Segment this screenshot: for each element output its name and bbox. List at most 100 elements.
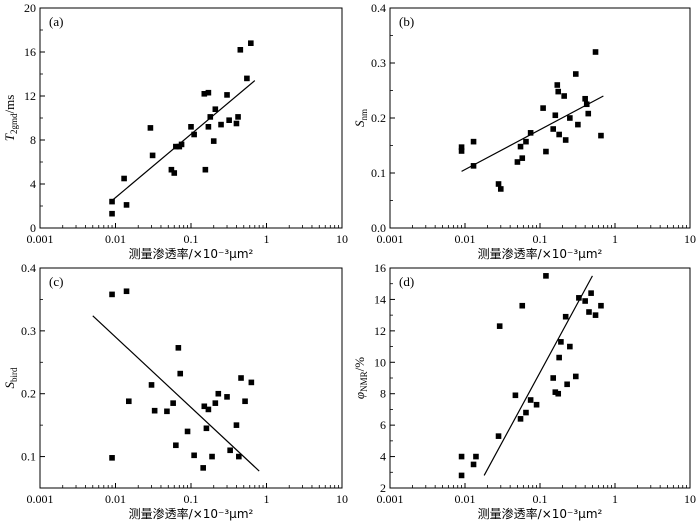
data-point (473, 453, 479, 460)
data-point (236, 453, 242, 460)
data-point (495, 181, 502, 187)
data-point (173, 143, 179, 150)
panel-label: (b) (399, 14, 414, 29)
y-tick-label: 8 (30, 133, 36, 147)
x-tick-label: 0.001 (27, 232, 54, 246)
data-point (244, 75, 250, 82)
y-axis-label: φNMR/% (352, 357, 369, 399)
plot-frame (389, 267, 691, 489)
plot-frame (39, 267, 343, 489)
panel-label: (c) (49, 274, 63, 289)
y-tick-label: 12 (374, 324, 386, 338)
y-tick-label: 0.2 (21, 387, 36, 401)
y-tick-label: 0 (30, 221, 36, 235)
x-tick-label: 10 (336, 492, 348, 506)
data-point (212, 106, 219, 112)
data-point (109, 210, 115, 217)
data-point (458, 472, 465, 479)
data-point (205, 89, 212, 96)
y-axis-label: Sbird (2, 367, 19, 388)
data-point (519, 302, 526, 309)
y-tick-label: 8 (380, 387, 386, 401)
chart-panel-4: 0.001 0.01 0.1 1 10 2 4 6 8 10 12 14 16 (d) 测量渗透率/×10⁻… (352, 261, 696, 521)
data-point (583, 101, 590, 108)
x-tick-label: 10 (684, 232, 696, 246)
data-point (497, 186, 504, 192)
data-point (121, 175, 127, 182)
data-point (224, 92, 230, 98)
y-tick-label: 0.1 (21, 450, 36, 464)
x-tick-label: 0.01 (455, 492, 476, 506)
x-tick-label: 0.01 (105, 492, 126, 506)
y-tick-label: 16 (374, 261, 386, 275)
data-point (592, 312, 599, 318)
x-tick-label: 1 (612, 492, 618, 506)
data-point (561, 93, 567, 99)
data-point (175, 345, 182, 351)
data-point (543, 148, 549, 155)
x-tick-label: 0.1 (184, 492, 199, 506)
data-point (170, 400, 176, 406)
data-point (575, 121, 581, 128)
data-point (533, 401, 540, 408)
y-tick-label: 4 (30, 177, 36, 191)
data-point (164, 408, 170, 415)
data-point (567, 115, 573, 121)
y-tick-label: 10 (374, 355, 386, 369)
data-point (458, 148, 465, 154)
data-point (173, 442, 179, 449)
data-point (552, 389, 559, 395)
data-point (238, 375, 244, 381)
data-point (552, 112, 559, 119)
data-point (562, 137, 569, 143)
data-point (207, 114, 214, 120)
data-point (233, 120, 240, 127)
y-tick-label: 4 (380, 450, 386, 464)
data-point (203, 425, 210, 432)
data-point (554, 82, 561, 88)
x-tick-label: 10 (684, 492, 696, 506)
y-axis-label: Snm (352, 109, 369, 127)
y-tick-label: 6 (380, 418, 386, 432)
data-point (585, 110, 592, 117)
data-point (458, 453, 465, 460)
data-point (543, 273, 549, 279)
data-point (550, 126, 557, 132)
x-tick-label: 10 (336, 232, 348, 246)
data-point (235, 114, 241, 120)
data-point (514, 159, 521, 165)
data-point (210, 138, 217, 144)
data-point (588, 290, 594, 296)
data-point (209, 453, 215, 460)
data-point (178, 141, 185, 148)
x-tick-label: 0.1 (533, 492, 548, 506)
data-point (226, 117, 232, 123)
x-tick-label: 0.01 (105, 232, 126, 246)
data-point (177, 370, 184, 377)
data-point (148, 382, 155, 388)
y-tick-label: 0.3 (21, 324, 36, 338)
x-tick-label: 0.01 (455, 232, 476, 246)
panel-label: (a) (49, 14, 63, 29)
data-point (582, 298, 588, 304)
data-point (248, 379, 255, 386)
data-point (550, 375, 557, 381)
data-point (592, 49, 599, 55)
x-tick-label: 0.001 (377, 492, 404, 506)
data-point (149, 152, 156, 159)
y-tick-label: 20 (24, 1, 36, 15)
data-point (188, 124, 194, 130)
data-point (123, 202, 130, 208)
y-tick-label: 0.4 (371, 1, 386, 15)
data-point (556, 131, 562, 138)
x-tick-label: 1 (264, 232, 270, 246)
fit-line (111, 80, 256, 201)
y-tick-label: 0.3 (371, 56, 386, 70)
y-axis-label: T2gmd/ms (2, 95, 19, 142)
data-point (470, 138, 477, 145)
fit-line (483, 275, 593, 476)
plot-frame (389, 7, 691, 229)
data-point (109, 455, 115, 461)
data-point (564, 381, 570, 388)
